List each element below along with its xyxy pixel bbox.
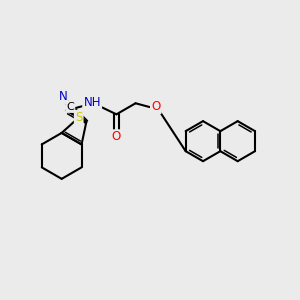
Text: O: O — [151, 100, 160, 113]
Text: O: O — [112, 130, 121, 143]
Text: S: S — [75, 111, 82, 124]
Text: NH: NH — [83, 96, 101, 110]
Text: N: N — [58, 90, 68, 103]
Text: C: C — [66, 102, 74, 112]
